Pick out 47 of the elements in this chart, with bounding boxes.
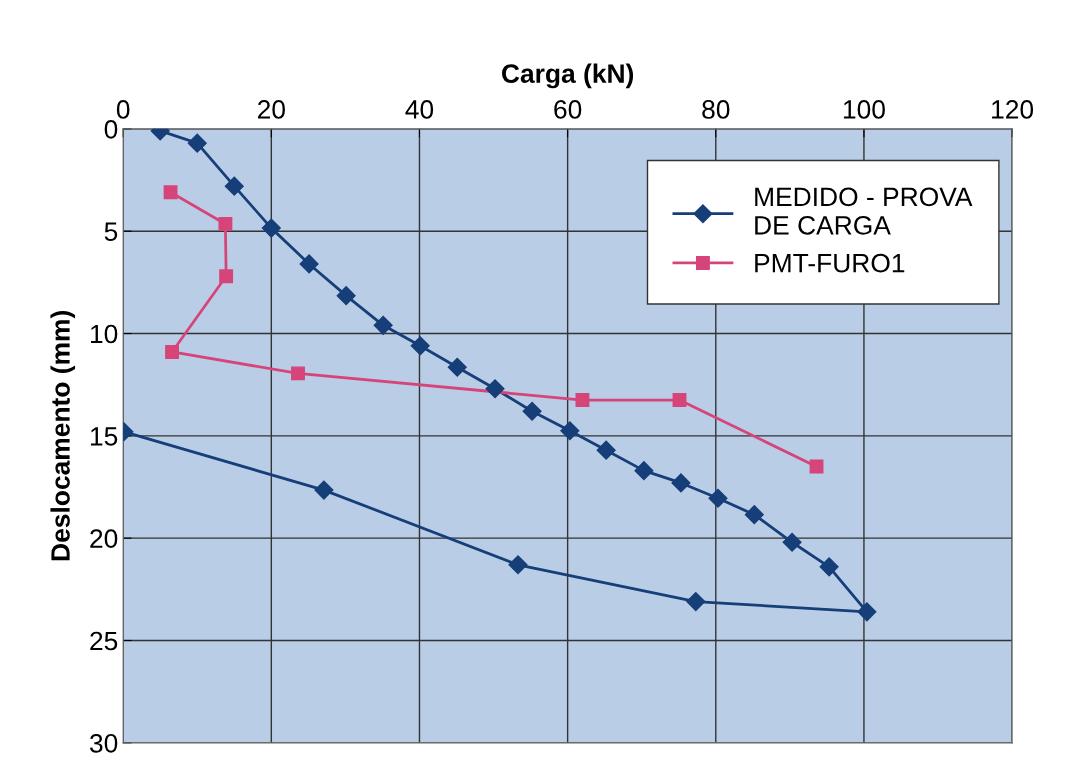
point: [299, 254, 319, 274]
legend-label: MEDIDO - PROVA DE CARGA: [755, 187, 973, 235]
point: [857, 602, 877, 622]
point: [708, 488, 728, 508]
point: [219, 269, 234, 284]
point: [291, 366, 305, 381]
x-tick-label: 0: [116, 100, 130, 119]
point: [163, 185, 178, 200]
x-tick-label: 20: [257, 100, 285, 119]
y-tick-label: 5: [104, 222, 118, 242]
point: [686, 592, 706, 612]
x-tick-label: 100: [843, 100, 885, 119]
x-tick-label: 120: [992, 100, 1034, 119]
y-tick-label: 10: [90, 324, 118, 344]
point: [671, 473, 691, 493]
x-tick-label: 80: [702, 100, 730, 119]
point: [485, 379, 505, 399]
point: [165, 344, 180, 359]
point: [373, 315, 393, 335]
point: [819, 557, 839, 577]
y-tick-label: 0: [104, 119, 118, 139]
point: [560, 421, 580, 441]
point: [508, 555, 528, 575]
x-tick-label: 60: [554, 100, 582, 119]
point: [224, 176, 244, 196]
y-tick-label: 15: [90, 427, 118, 446]
y-tick-label: 25: [90, 631, 118, 651]
x-axis-title: Carga (kN): [502, 63, 634, 89]
point: [672, 393, 687, 407]
point: [447, 357, 467, 377]
point: [218, 217, 233, 231]
point: [596, 440, 616, 460]
x-tick-label: 40: [405, 100, 434, 119]
point: [782, 532, 802, 552]
point: [410, 336, 430, 356]
point: [575, 393, 590, 407]
legend-label: PMT-FURO1: [755, 253, 905, 273]
point: [522, 401, 542, 421]
point: [261, 218, 281, 238]
y-axis-title: Deslocamento (mm): [50, 311, 76, 561]
point: [187, 133, 207, 153]
y-tick-label: 30: [89, 733, 118, 753]
point: [634, 461, 654, 481]
y-tick-label: 20: [90, 529, 118, 548]
point: [314, 480, 334, 500]
point: [336, 286, 356, 306]
point: [744, 505, 764, 525]
